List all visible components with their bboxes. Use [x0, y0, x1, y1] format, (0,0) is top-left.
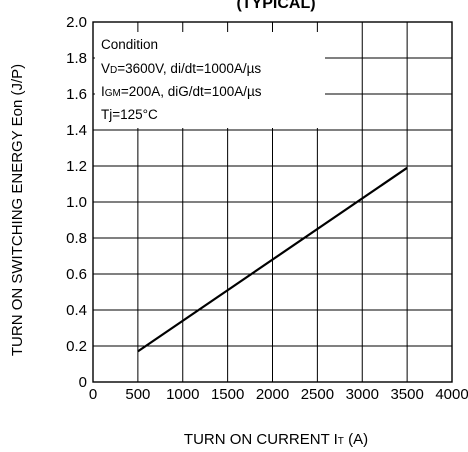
x-tick-label: 2000 — [256, 386, 289, 403]
y-tick-label: 0.8 — [66, 230, 87, 247]
y-tick-label: 0.4 — [66, 302, 87, 319]
x-tick-label: 1500 — [211, 386, 244, 403]
condition-box-background — [95, 32, 325, 128]
condition-line-1: VD=3600V, di/dt=1000A/µs — [101, 61, 261, 76]
condition-line-2: IGM=200A, diG/dt=100A/µs — [101, 84, 262, 99]
series-line-layer — [137, 166, 408, 353]
x-tick-label: 3000 — [346, 386, 379, 403]
x-axis-label: TURN ON CURRENT IT (A) — [184, 431, 368, 448]
y-tick-label: 1.8 — [66, 50, 87, 67]
grid — [93, 22, 452, 382]
y-tick-label: 1.2 — [66, 158, 87, 175]
y-tick-label: 2.0 — [66, 14, 87, 31]
condition-box: Condition VD=3600V, di/dt=1000A/µs IGM=2… — [101, 37, 262, 122]
series-line — [137, 166, 408, 353]
plot-frame — [92, 21, 453, 383]
condition-line-3: Tj=125°C — [101, 107, 158, 122]
y-tick-label: 1.4 — [66, 122, 87, 139]
x-tick-label: 3500 — [390, 386, 423, 403]
y-tick-label: 1.0 — [66, 194, 87, 211]
x-tick-label: 2500 — [301, 386, 334, 403]
y-tick-label: 0.2 — [66, 338, 87, 355]
y-tick-labels: 0 0.2 0.4 0.6 0.8 1.0 1.2 1.4 1.6 1.8 2.0 — [66, 14, 87, 391]
y-tick-label: 0.6 — [66, 266, 87, 283]
y-tick-label: 0 — [79, 374, 87, 391]
condition-heading: Condition — [101, 37, 158, 52]
x-tick-label: 4000 — [435, 386, 468, 403]
x-tick-label: 0 — [89, 386, 97, 403]
chart-title: (TYPICAL) — [236, 0, 315, 12]
y-axis-label: TURN ON SWITCHING ENERGY Eon (J/P) — [9, 64, 26, 356]
x-tick-label: 500 — [125, 386, 150, 403]
y-tick-label: 1.6 — [66, 86, 87, 103]
x-tick-label: 1000 — [166, 386, 199, 403]
x-tick-labels: 0 500 1000 1500 2000 2500 3000 3500 4000 — [89, 386, 468, 403]
